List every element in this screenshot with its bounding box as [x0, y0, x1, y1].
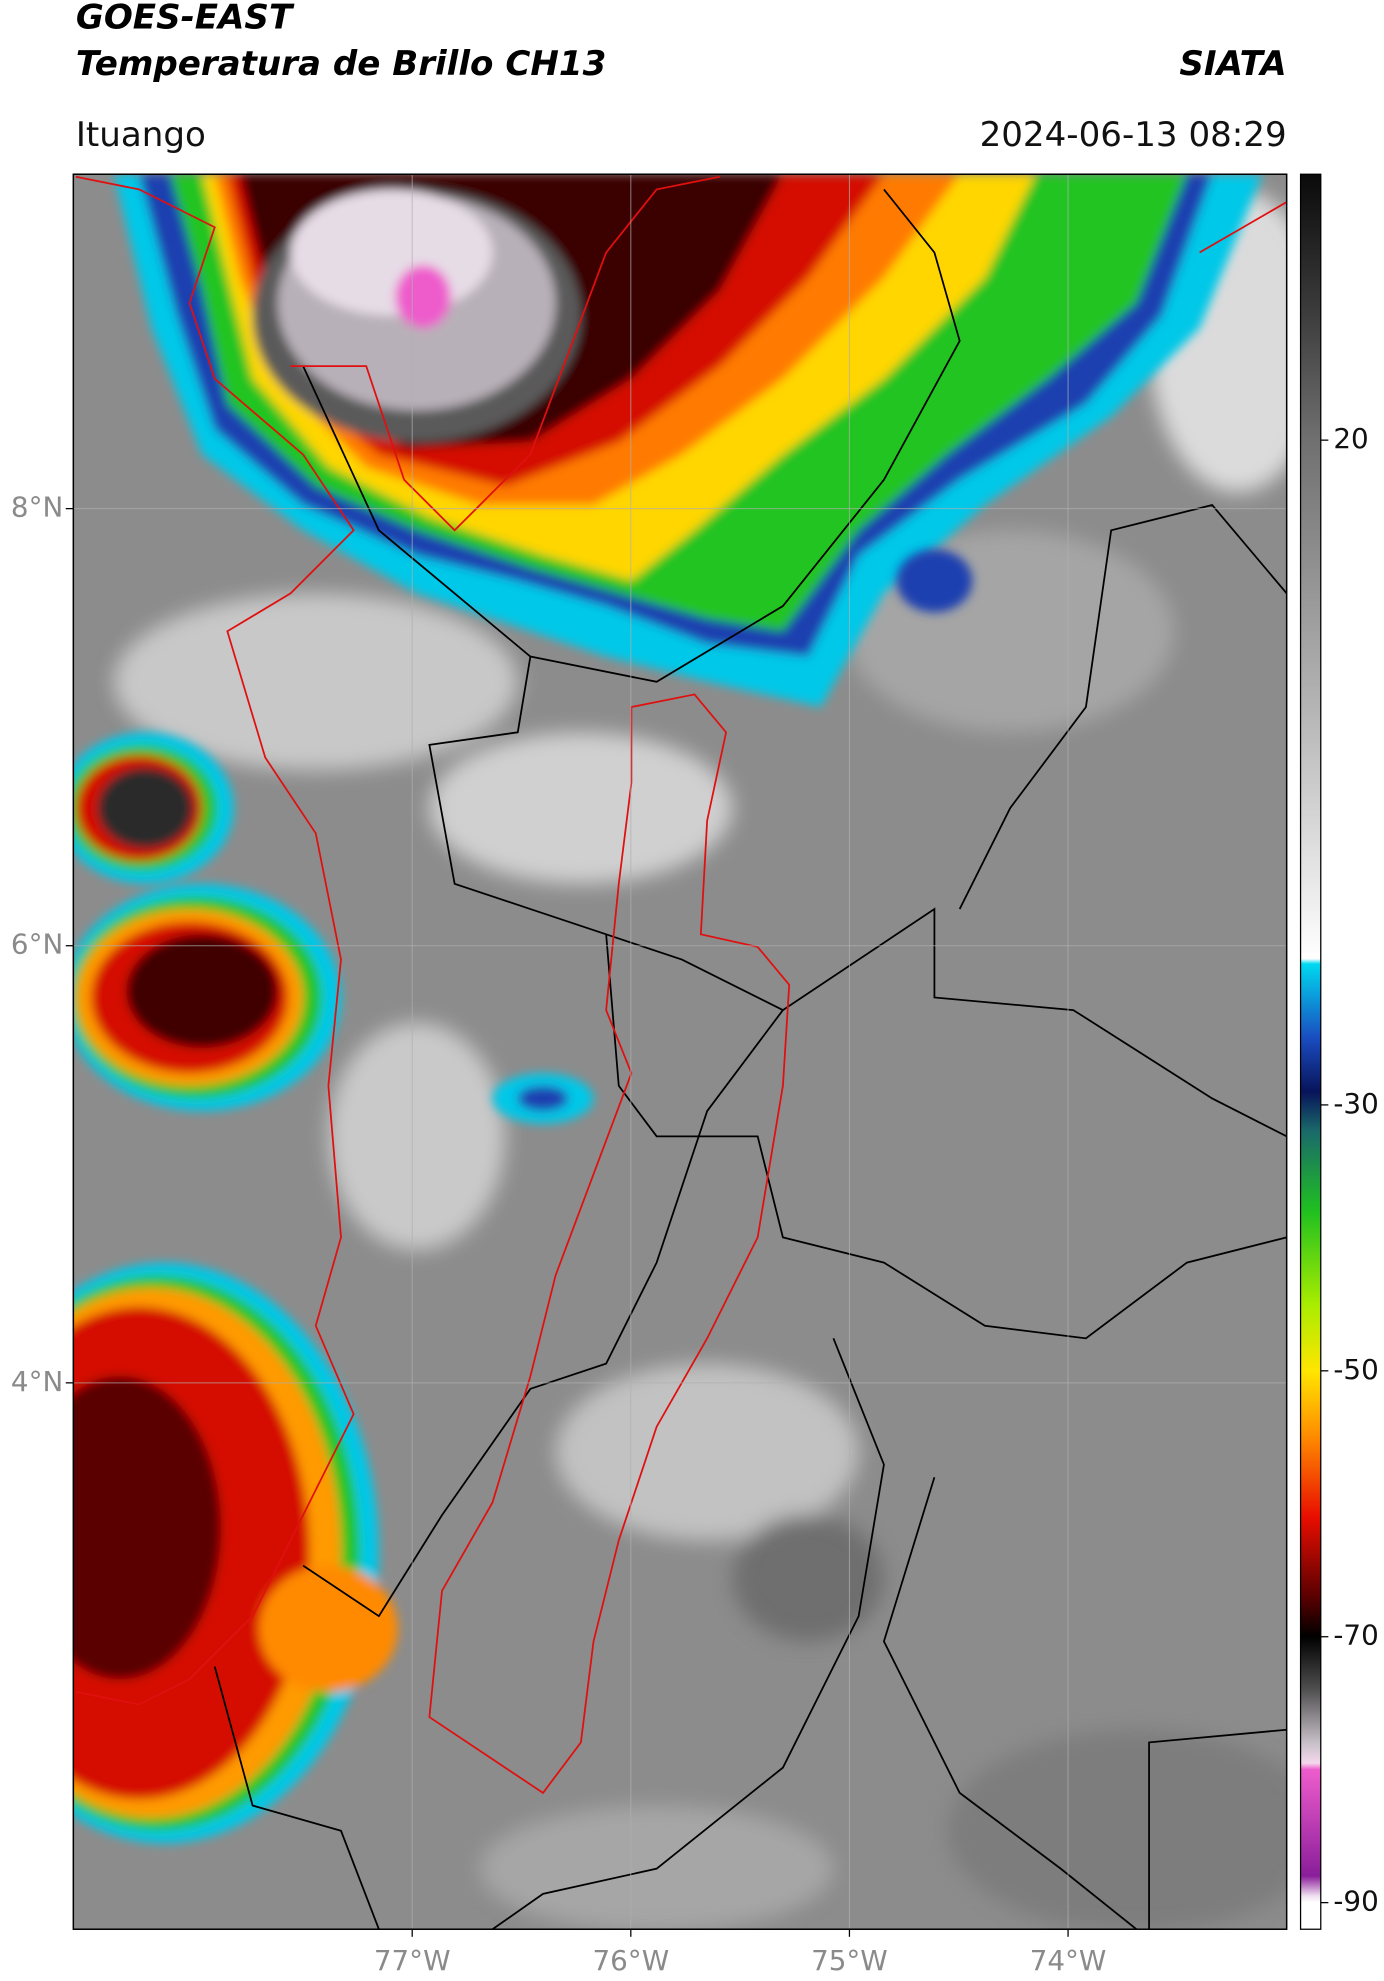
y-tick-label: 6°N	[11, 928, 63, 961]
colorbar-tick-label: 20	[1333, 422, 1368, 455]
datetime: 2024-06-13 08:29	[980, 115, 1287, 155]
grid	[73, 174, 1287, 1930]
colorbar-tick-label: -70	[1333, 1619, 1378, 1652]
y-tick-label: 4°N	[11, 1365, 63, 1398]
title: Temperatura de Brillo CH13	[76, 44, 606, 84]
map-frame	[72, 173, 1288, 1930]
location: Ituango	[76, 115, 206, 155]
colorbar	[1299, 173, 1322, 1930]
y-tick-label: 8°N	[11, 491, 63, 524]
colorbar-tick-label: -50	[1333, 1353, 1378, 1386]
x-tick-label: 77°W	[374, 1944, 451, 1977]
x-tick-label: 75°W	[811, 1944, 888, 1977]
x-tick-label: 74°W	[1030, 1944, 1107, 1977]
organization: SIATA	[1179, 44, 1286, 84]
satellite-image	[73, 174, 1287, 1930]
x-tick-label: 76°W	[592, 1944, 669, 1977]
title: GOES-EAST	[76, 0, 295, 37]
colorbar-tick-label: -30	[1333, 1087, 1378, 1120]
colorbar-tick-label: -90	[1333, 1885, 1378, 1918]
